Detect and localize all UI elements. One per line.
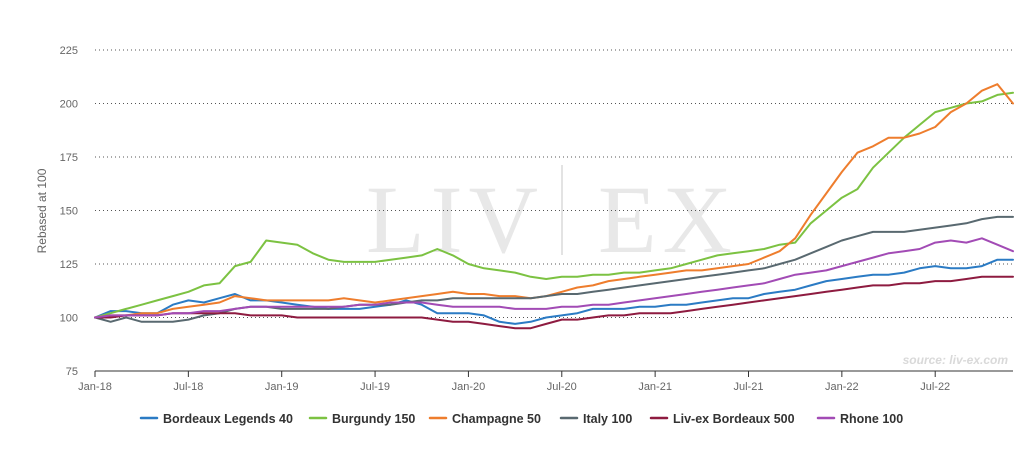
- liv-ex-watermark: LIV EX: [366, 165, 738, 273]
- x-tick-label: Jul-18: [173, 381, 203, 393]
- series-line-champagne-50: [94, 83, 1014, 319]
- legend-item[interactable]: Rhone 100: [816, 412, 903, 426]
- series-line-liv-ex-bordeaux-500: [94, 275, 1014, 330]
- y-tick-label: 100: [60, 313, 78, 325]
- legend-item[interactable]: Liv-ex Bordeaux 500: [649, 412, 795, 426]
- x-axis: Jan-18 Jul-18 Jan-19 Jul-19 Jan-20 Jul-20 Jan-…: [78, 370, 1013, 393]
- legend-item[interactable]: Champagne 50: [428, 412, 541, 426]
- x-tick-label: Jul-20: [547, 381, 577, 393]
- legend-label: Italy 100: [583, 412, 632, 426]
- legend-label: Burgundy 150: [332, 412, 415, 426]
- legend: Bordeaux Legends 40 Burgundy 150 Champagne…: [139, 412, 903, 426]
- gridlines: [95, 49, 1013, 318]
- x-tick-label: Jan-21: [638, 381, 672, 393]
- x-tick-label: Jul-22: [920, 381, 950, 393]
- series-line-bordeaux-legends-40: [94, 258, 1014, 325]
- x-tick-label: Jul-19: [360, 381, 390, 393]
- x-tick-label: Jul-21: [734, 381, 764, 393]
- y-tick-label: 175: [60, 152, 78, 164]
- y-tick-label: 200: [60, 99, 78, 111]
- series-line-burgundy-150: [94, 91, 1014, 319]
- x-tick-label: Jan-22: [825, 381, 859, 393]
- y-tick-label: 225: [60, 45, 78, 57]
- legend-label: Champagne 50: [452, 412, 541, 426]
- y-tick-label: 75: [66, 366, 78, 378]
- y-tick-label: 125: [60, 259, 78, 271]
- x-tick-label: Jan-19: [265, 381, 299, 393]
- legend-item[interactable]: Burgundy 150: [308, 412, 415, 426]
- series-line-rhone-100: [94, 237, 1014, 319]
- legend-label: Liv-ex Bordeaux 500: [673, 412, 795, 426]
- legend-item[interactable]: Italy 100: [559, 412, 632, 426]
- y-tick-label: 150: [60, 206, 78, 218]
- y-axis-ticks: 75 100 125 150 175 200 225: [60, 45, 78, 378]
- y-axis-title: Rebased at 100: [35, 168, 49, 253]
- x-tick-label: Jan-18: [78, 381, 112, 393]
- source-note: source: liv-ex.com: [903, 353, 1009, 367]
- series-lines: [94, 83, 1014, 330]
- watermark-right-text: EX: [598, 166, 738, 273]
- legend-item[interactable]: Bordeaux Legends 40: [139, 412, 293, 426]
- legend-label: Bordeaux Legends 40: [163, 412, 293, 426]
- legend-label: Rhone 100: [840, 412, 903, 426]
- x-tick-label: Jan-20: [452, 381, 486, 393]
